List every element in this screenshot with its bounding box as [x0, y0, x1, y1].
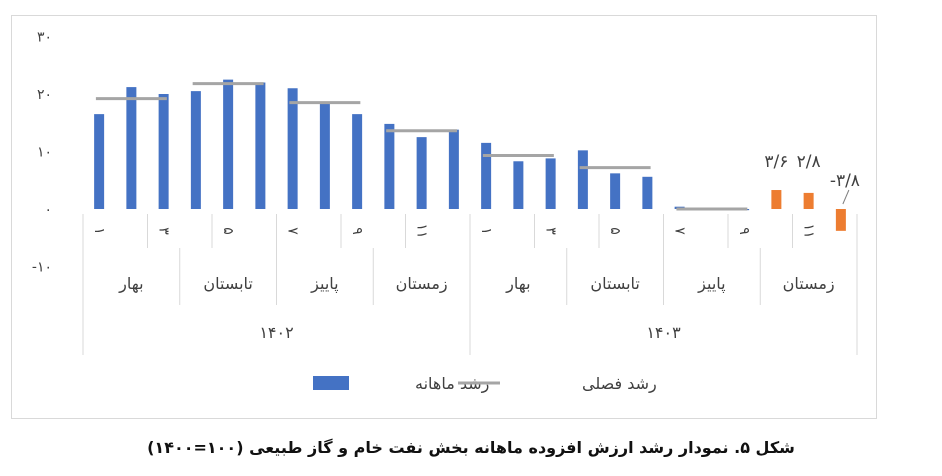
- monthly-bar: [255, 82, 266, 209]
- monthly-bar: [94, 114, 105, 209]
- data-label: -۳/۸: [830, 171, 860, 191]
- monthly-bar: [287, 88, 298, 209]
- month-label: ۹: [736, 227, 752, 235]
- y-tick-label: ۲۰: [37, 87, 52, 103]
- y-tick-label: ۳۰: [37, 30, 52, 46]
- season-label: بهار: [118, 274, 143, 294]
- monthly-bar: [190, 91, 201, 209]
- season-label: زمستان: [396, 274, 448, 294]
- year-label: ۱۴۰۲: [259, 323, 293, 342]
- monthly-bar: [158, 94, 169, 209]
- monthly-bar: [223, 79, 234, 209]
- year-label: ۱۴۰۳: [646, 323, 681, 342]
- season-label: پاییز: [697, 274, 725, 294]
- season-label: بهار: [505, 274, 530, 294]
- y-tick-label: ۱۰: [37, 145, 52, 161]
- legend-swatch-monthly: [313, 376, 349, 390]
- month-label: ۳: [543, 227, 559, 235]
- monthly-bar: [545, 158, 556, 209]
- monthly-bar: [384, 123, 395, 209]
- monthly-bar: [642, 176, 653, 209]
- monthly-bar: [352, 114, 363, 209]
- data-label-leader: [842, 189, 850, 205]
- legend-label-seasonal: رشد فصلی: [582, 374, 657, 394]
- legend-label-monthly: رشد ماهانه: [415, 374, 489, 394]
- monthly-bar: [319, 102, 330, 209]
- data-label: ۳/۶: [764, 152, 788, 172]
- month-label: ۵: [607, 227, 623, 235]
- season-label: زمستان: [783, 274, 835, 294]
- figure-caption: شکل ۵. نمودار رشد ارزش افزوده ماهانه بخش…: [147, 438, 795, 457]
- month-label: ۷: [285, 227, 301, 235]
- monthly-bar: [448, 129, 459, 209]
- month-label: ۱: [91, 227, 107, 235]
- month-label: ۵: [220, 227, 236, 235]
- monthly-bar: [771, 190, 782, 209]
- month-label: ۷: [672, 227, 688, 235]
- y-tick-label: ۰: [44, 202, 52, 218]
- chart-frame: [11, 15, 877, 419]
- month-label: ۱۱: [414, 223, 430, 238]
- monthly-bar: [835, 209, 846, 231]
- y-tick-label: -۱۰: [32, 260, 52, 276]
- monthly-bar: [513, 161, 524, 209]
- monthly-bar: [416, 137, 427, 209]
- season-label: تابستان: [590, 274, 640, 293]
- data-label: ۲/۸: [797, 152, 821, 172]
- month-label: ۱: [478, 227, 494, 235]
- month-label: ۹: [349, 227, 365, 235]
- monthly-bar: [126, 87, 137, 209]
- season-label: تابستان: [203, 274, 253, 293]
- monthly-bar: [577, 150, 588, 209]
- monthly-bar: [481, 142, 492, 209]
- month-label: ۱۱: [801, 223, 817, 238]
- monthly-bar: [803, 192, 814, 209]
- season-label: پاییز: [310, 274, 338, 294]
- month-label: ۳: [156, 227, 172, 235]
- monthly-bar: [610, 173, 621, 209]
